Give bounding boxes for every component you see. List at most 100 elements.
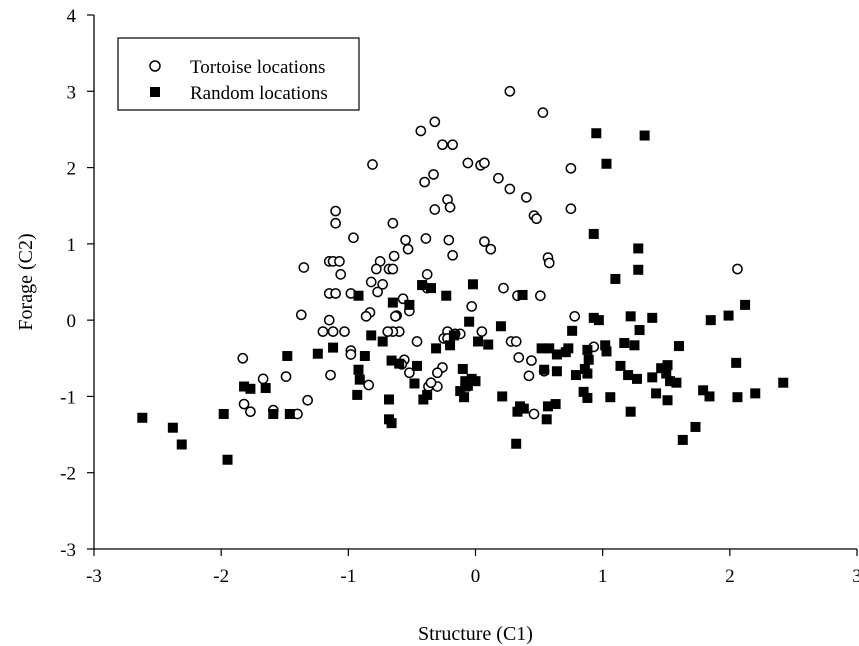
random-point — [550, 399, 561, 410]
legend: Tortoise locations Random locations — [117, 37, 360, 111]
tortoise-point — [238, 398, 250, 410]
tortoise-point — [476, 326, 488, 337]
random-point — [633, 243, 644, 254]
tortoise-point — [523, 370, 535, 382]
y-tick-label: -3 — [60, 540, 76, 561]
random-point — [567, 325, 578, 336]
random-point — [690, 421, 701, 432]
random-point — [633, 264, 644, 275]
random-point — [541, 414, 552, 425]
tortoise-point — [388, 250, 400, 262]
data-points — [137, 85, 789, 465]
tortoise-point — [295, 309, 307, 321]
random-point — [704, 391, 715, 402]
tortoise-point — [565, 203, 577, 215]
y-tick-label: 1 — [67, 235, 77, 256]
tortoise-point — [569, 310, 581, 322]
random-point — [578, 386, 589, 397]
tortoise-point — [479, 236, 490, 247]
random-point — [239, 381, 250, 392]
random-point — [582, 368, 593, 379]
random-point — [366, 330, 377, 341]
legend-marker-random — [150, 87, 160, 97]
random-point — [740, 299, 751, 310]
tortoise-point — [245, 406, 256, 418]
tortoise-point — [367, 159, 378, 170]
random-point — [312, 348, 323, 359]
tortoise-point — [298, 262, 310, 273]
tortoise-point — [504, 85, 516, 97]
random-point — [431, 343, 442, 354]
random-point — [455, 386, 466, 397]
tortoise-point — [330, 288, 341, 299]
legend-label-tortoise: Tortoise locations — [190, 57, 325, 78]
y-axis-label: Forage (C2) — [15, 233, 37, 330]
legend-label-random: Random locations — [190, 83, 328, 104]
random-point — [632, 373, 643, 384]
tortoise-point — [360, 310, 372, 322]
tortoise-point — [432, 367, 443, 379]
tortoise-point — [526, 355, 537, 366]
random-point — [457, 363, 468, 374]
random-point — [610, 273, 621, 284]
tortoise-point — [257, 373, 269, 385]
random-point — [282, 350, 293, 361]
tortoise-point — [327, 326, 339, 337]
tortoise-point — [437, 139, 448, 151]
random-point — [661, 368, 672, 379]
tortoise-point — [402, 243, 414, 255]
random-point — [625, 311, 636, 322]
tortoise-point — [370, 263, 382, 275]
random-point — [634, 325, 645, 336]
tortoise-point — [323, 314, 335, 326]
tortoise-point — [447, 249, 458, 261]
tortoise-point — [443, 234, 455, 246]
random-point — [593, 315, 604, 326]
random-point — [705, 315, 716, 326]
tortoise-point — [425, 377, 437, 389]
random-point — [359, 350, 370, 361]
random-point — [588, 312, 599, 323]
tortoise-point — [419, 176, 430, 188]
random-point — [625, 406, 636, 417]
axes: -3 -2 -1 0 1 2 3 -3 -2 -1 0 1 2 3 4 — [60, 6, 859, 587]
random-point — [623, 370, 634, 381]
tortoise-point — [421, 269, 433, 280]
random-point — [473, 336, 484, 347]
random-point — [732, 392, 743, 403]
random-point — [551, 366, 562, 377]
tortoise-point — [382, 326, 394, 337]
random-point — [467, 279, 478, 290]
random-point — [497, 391, 508, 402]
random-point — [137, 412, 148, 423]
tortoise-point — [363, 379, 375, 391]
tortoise-point — [447, 139, 458, 151]
tortoise-point — [372, 286, 383, 298]
random-point — [582, 392, 593, 403]
random-point — [417, 280, 428, 291]
tortoise-point — [334, 256, 345, 267]
x-tick-label: -3 — [86, 566, 102, 587]
y-tick-label: -2 — [60, 464, 76, 485]
tortoise-point — [444, 201, 456, 213]
random-point — [448, 330, 459, 341]
tortoise-point — [339, 326, 350, 337]
random-point — [731, 357, 742, 368]
random-point — [354, 374, 365, 385]
random-point — [445, 340, 456, 351]
random-point — [539, 364, 550, 375]
random-point — [629, 340, 640, 351]
tortoise-point — [543, 257, 555, 269]
x-axis-label: Structure (C1) — [418, 623, 533, 645]
tortoise-point — [390, 310, 401, 322]
random-point — [495, 321, 506, 332]
random-point — [245, 383, 256, 394]
random-point — [588, 228, 599, 239]
random-point — [665, 376, 676, 387]
random-point — [483, 339, 494, 350]
random-point — [605, 392, 616, 403]
random-point — [698, 385, 709, 396]
tortoise-point — [404, 367, 415, 379]
random-point — [615, 360, 626, 371]
tortoise-point — [510, 336, 522, 347]
